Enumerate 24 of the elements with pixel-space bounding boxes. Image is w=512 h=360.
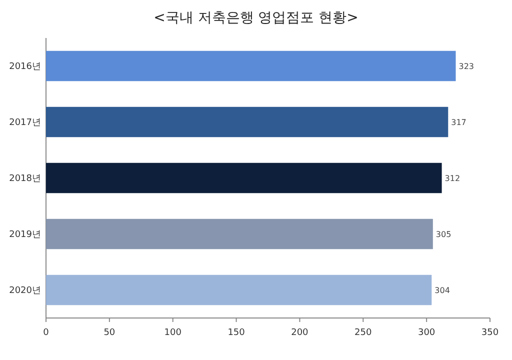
bar: [46, 162, 442, 194]
x-tick-label: 50: [104, 328, 116, 338]
data-label: 312: [444, 174, 460, 183]
x-tick-label: 350: [481, 328, 499, 338]
bar: [46, 274, 432, 306]
y-tick-label: 2020년: [9, 286, 41, 296]
y-tick-label: 2019년: [9, 230, 41, 240]
x-tick-label: 300: [418, 328, 436, 338]
data-label: 317: [451, 118, 466, 127]
x-tick-label: 150: [228, 328, 246, 338]
x-tick-label: 0: [43, 328, 50, 338]
x-tick-label: 200: [291, 328, 309, 338]
data-label: 323: [458, 62, 474, 71]
y-tick-label: 2016년: [9, 62, 41, 72]
y-tick-label: 2018년: [9, 174, 41, 184]
x-tick-label: 250: [354, 328, 372, 338]
y-tick-label: 2017년: [9, 118, 41, 128]
chart-title: <국내 저축은행 영업점포 현황>: [154, 10, 358, 26]
data-label: 304: [434, 286, 450, 295]
bar: [46, 50, 456, 82]
x-tick-label: 100: [164, 328, 182, 338]
bar: [46, 106, 448, 138]
data-label: 305: [436, 230, 452, 239]
bar: [46, 218, 433, 250]
